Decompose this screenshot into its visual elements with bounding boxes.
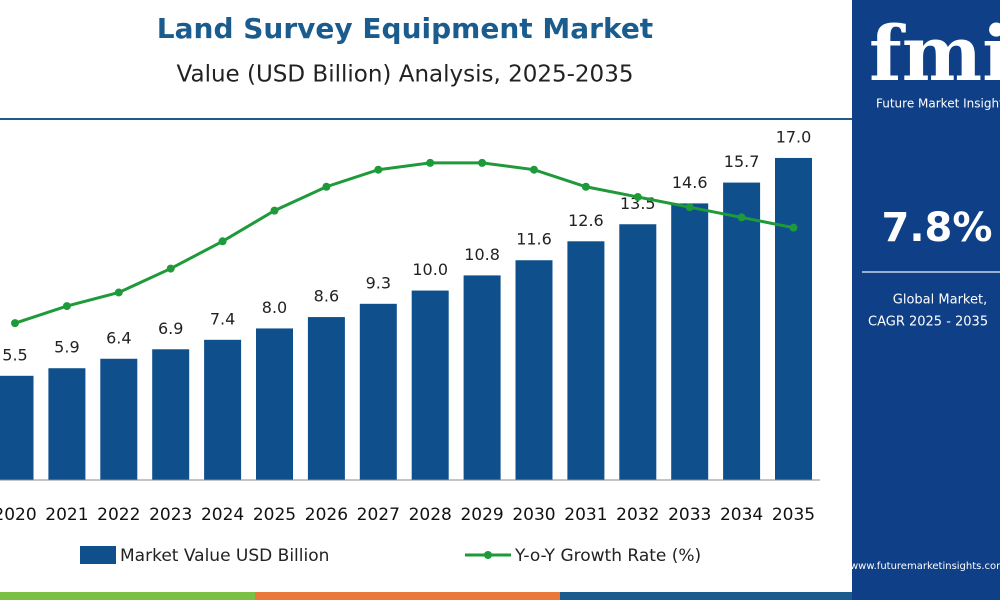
data-label: 6.9 [158, 319, 183, 338]
bar [256, 328, 293, 480]
growth-point [62, 302, 71, 311]
growth-point [374, 165, 383, 174]
bar [671, 203, 709, 480]
data-label: 17.0 [776, 127, 812, 146]
bar [48, 368, 86, 480]
growth-point [478, 158, 487, 167]
data-label: 14.6 [672, 173, 708, 192]
side-panel [852, 0, 1000, 600]
growth-point [581, 182, 590, 191]
x-tick-label: 2024 [201, 505, 244, 525]
growth-point [685, 203, 694, 212]
data-label: 7.4 [210, 309, 235, 328]
chart-subtitle: Value (USD Billion) Analysis, 2025-2035 [177, 62, 634, 88]
bar [307, 317, 345, 480]
x-tick-label: 2035 [772, 505, 815, 525]
growth-point [114, 288, 123, 297]
x-tick-label: 2026 [305, 505, 348, 525]
footer-strip [560, 592, 852, 600]
growth-point [789, 223, 798, 232]
bar [723, 182, 761, 481]
website: www.futuremarketinsights.com [850, 561, 1000, 572]
x-tick-label: 2021 [45, 505, 88, 525]
x-tick-label: 2031 [564, 505, 607, 525]
legend-swatch [484, 551, 492, 559]
legend-swatch [80, 546, 116, 564]
x-tick-label: 2023 [149, 505, 192, 525]
legend-label: Market Value USD Billion [120, 546, 329, 566]
data-label: 10.0 [412, 260, 448, 279]
x-tick-label: 2030 [512, 505, 555, 525]
bar [411, 290, 449, 480]
bar [775, 157, 812, 480]
bar [567, 241, 605, 480]
cagr-label: CAGR 2025 - 2035 [868, 315, 988, 330]
cagr-value: 7.8% [882, 205, 993, 251]
logo: fmi [869, 9, 1000, 98]
growth-point [11, 319, 19, 328]
data-label: 11.6 [516, 230, 552, 249]
x-tick-label: 2034 [720, 505, 763, 525]
footer-strip [255, 592, 560, 600]
legend-label: Y-o-Y Growth Rate (%) [514, 546, 701, 566]
growth-point [218, 237, 227, 246]
x-tick-label: 2028 [409, 505, 452, 525]
footer-strip [0, 592, 255, 600]
growth-point [530, 165, 538, 174]
data-label: 15.7 [724, 152, 760, 171]
growth-point [166, 264, 175, 273]
chart-title: Land Survey Equipment Market [157, 12, 653, 45]
growth-point [633, 192, 642, 201]
x-tick-label: 2025 [253, 505, 296, 525]
growth-line [14, 161, 794, 325]
growth-point [737, 213, 746, 222]
x-tick-label: 2033 [668, 505, 711, 525]
data-label: 10.8 [464, 245, 500, 264]
growth-point [322, 182, 331, 191]
data-label: 8.6 [314, 287, 339, 306]
x-tick-label: 2032 [616, 505, 659, 525]
data-label: 5.5 [2, 345, 27, 364]
bar [619, 224, 657, 480]
bar [0, 375, 34, 480]
x-tick-label: 2022 [97, 505, 140, 525]
bar [100, 358, 138, 480]
growth-point [270, 206, 279, 215]
data-label: 8.0 [262, 298, 287, 317]
x-tick-label: 2029 [460, 505, 503, 525]
x-tick-label: 2027 [357, 505, 400, 525]
bar [152, 349, 190, 480]
bar [463, 275, 501, 480]
data-label: 12.6 [568, 211, 604, 230]
brand: Future Market Insights [876, 97, 1000, 111]
data-label: 9.3 [366, 273, 391, 292]
data-label: 5.9 [54, 338, 79, 357]
bar [515, 260, 553, 480]
cagr-label: Global Market, [893, 293, 987, 308]
data-label: 6.4 [106, 328, 131, 347]
growth-point [426, 158, 435, 167]
bar [204, 339, 242, 480]
bar [359, 303, 397, 480]
